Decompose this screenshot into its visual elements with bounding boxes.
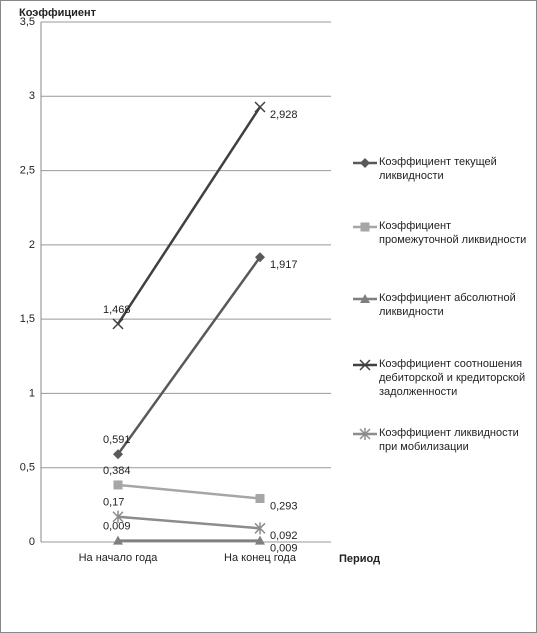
point — [112, 318, 124, 330]
data-label: 1,468 — [103, 304, 131, 316]
legend-swatch — [353, 359, 377, 371]
y-tick-label: 1 — [29, 387, 35, 399]
legend-marker — [359, 359, 371, 371]
point — [113, 449, 123, 460]
series-line — [117, 515, 261, 530]
legend-label: Коэффициент ликвидности при мобилизации — [379, 427, 519, 453]
y-tick-label: 3,5 — [20, 16, 35, 28]
legend-item: Коэффициент абсолютной ликвидности — [353, 291, 531, 319]
series: 1,468 2,928 — [103, 101, 298, 330]
y-tick-label: 3 — [29, 90, 35, 102]
series: 0,009 0,009 — [103, 521, 298, 555]
data-label: 2,928 — [270, 109, 298, 121]
data-label: 0,293 — [270, 500, 298, 512]
legend-label: Коэффициент промежуточной ликвидности — [379, 220, 527, 246]
data-label: 0,17 — [103, 497, 124, 509]
series-line — [116, 256, 262, 455]
data-label: 1,917 — [270, 259, 298, 271]
x-tick-label: На начало года — [79, 552, 159, 564]
y-tick-label: 0 — [29, 536, 35, 548]
legend-swatch — [353, 158, 377, 168]
series-line — [116, 106, 262, 325]
legend-swatch — [353, 294, 377, 303]
legend-marker — [359, 428, 371, 440]
data-label: 0,591 — [103, 434, 131, 446]
legend-swatch — [353, 428, 377, 440]
series: 0,591 1,917 — [103, 252, 298, 460]
point — [113, 480, 123, 490]
y-tick-label: 0,5 — [20, 462, 35, 474]
y-tick-label: 2 — [29, 239, 35, 251]
point — [254, 101, 266, 113]
x-axis-title: Период — [339, 553, 380, 565]
legend-item: Коэффициент ликвидности при мобилизации — [353, 426, 531, 454]
legend-swatch — [353, 222, 377, 232]
legend-label: Коэффициент соотношения дебиторской и кр… — [379, 358, 526, 398]
legend-item: Коэффициент промежуточной ликвидности — [353, 219, 531, 247]
legend-marker — [360, 294, 370, 303]
y-axis-title: Коэффициент — [19, 7, 97, 19]
point — [255, 535, 265, 545]
point — [113, 535, 123, 545]
series: 0,384 0,293 — [103, 465, 298, 513]
y-tick-label: 2,5 — [20, 164, 35, 176]
point — [254, 522, 266, 535]
legend-label: Коэффициент текущей ликвидности — [379, 156, 497, 182]
data-label: 0,009 — [103, 521, 131, 533]
legend-marker — [360, 222, 370, 232]
point — [112, 510, 124, 523]
x-tick-label: На конец года — [224, 552, 297, 564]
series-line — [117, 483, 261, 500]
legend-item: Коэффициент соотношения дебиторской и кр… — [353, 357, 531, 399]
y-tick-label: 1,5 — [20, 313, 35, 325]
point — [255, 252, 265, 263]
point — [255, 493, 265, 503]
data-label: 0,092 — [270, 530, 298, 542]
data-label: 0,384 — [103, 465, 131, 477]
legend-item: Коэффициент текущей ликвидности — [353, 155, 531, 183]
legend-label: Коэффициент абсолютной ликвидности — [379, 292, 516, 318]
series: 0,17 0,092 — [103, 497, 298, 543]
data-label: 0,009 — [270, 543, 298, 555]
legend-marker — [360, 158, 370, 168]
